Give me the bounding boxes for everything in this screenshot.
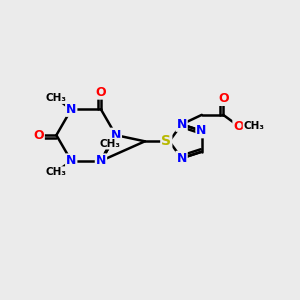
Text: O: O	[218, 92, 229, 105]
Text: O: O	[96, 86, 106, 99]
Text: O: O	[233, 120, 244, 133]
Text: N: N	[96, 154, 106, 167]
Text: N: N	[176, 118, 187, 131]
Text: S: S	[161, 134, 171, 148]
Text: N: N	[176, 152, 187, 165]
Text: CH₃: CH₃	[244, 121, 265, 131]
Text: CH₃: CH₃	[99, 139, 120, 148]
Text: N: N	[111, 129, 121, 142]
Text: CH₃: CH₃	[45, 167, 66, 177]
Text: CH₃: CH₃	[45, 93, 66, 103]
Text: N: N	[66, 103, 76, 116]
Text: O: O	[33, 129, 44, 142]
Text: N: N	[196, 124, 207, 137]
Text: N: N	[66, 154, 76, 167]
